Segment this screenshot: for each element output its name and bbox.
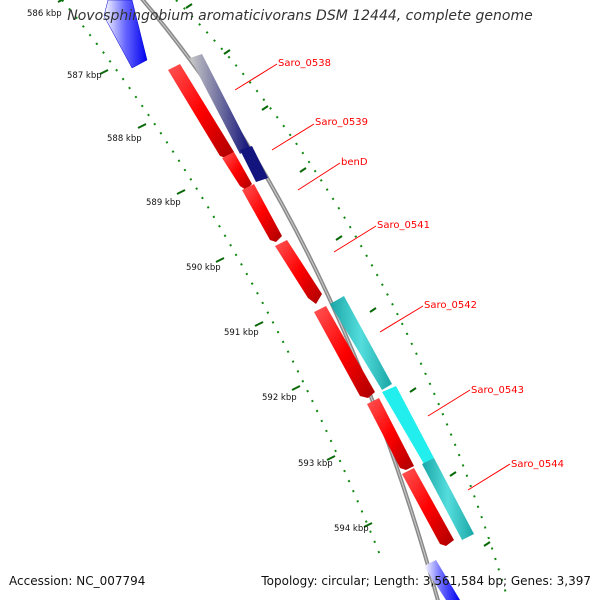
gene-feature[interactable] [190, 54, 250, 154]
leader-line [234, 63, 278, 91]
genome-title: Novosphingobium aromaticivorans DSM 1244… [67, 8, 533, 24]
gene-leader-lines [234, 63, 511, 491]
outer-major-tick [261, 105, 269, 111]
accession-label: Accession: NC_007794 [9, 574, 146, 588]
scale-label: 589 kbp [146, 198, 181, 208]
outer-major-tick [409, 387, 417, 393]
outer-major-tick [483, 541, 491, 547]
leader-line [271, 123, 315, 151]
gene-feature[interactable] [314, 306, 375, 398]
gene-feature[interactable] [275, 240, 322, 304]
major-tick [57, 0, 65, 3]
leader-line [333, 225, 377, 253]
gene-label-saro-0542[interactable]: Saro_0542 [424, 300, 477, 311]
leader-line [427, 389, 471, 417]
outer-tick-track [175, 0, 509, 601]
gene-feature[interactable] [402, 468, 454, 546]
scale-label: 590 kbp [186, 263, 221, 273]
scale-label: 594 kbp [334, 524, 369, 534]
gene-label-saro-0544[interactable]: Saro_0544 [511, 459, 564, 470]
genome-backbone-highlight [142, 0, 440, 604]
gene-feature[interactable] [222, 152, 252, 190]
outer-major-tick [449, 471, 457, 477]
gene-feature[interactable] [168, 64, 234, 158]
outer-major-tick [223, 49, 231, 55]
major-tick [137, 123, 147, 129]
gene-feature[interactable] [240, 146, 268, 182]
major-tick [99, 69, 109, 75]
gene-label-saro-0541[interactable]: Saro_0541 [377, 220, 430, 231]
major-tick [363, 522, 373, 528]
outer-major-tick [299, 167, 307, 173]
scale-label: 591 kbp [224, 328, 259, 338]
gene-feature[interactable] [424, 560, 460, 600]
major-ticks [57, 0, 491, 547]
leader-line [467, 463, 511, 491]
scale-label: 586 kbp [27, 9, 62, 19]
gene-label-saro-0539[interactable]: Saro_0539 [315, 117, 368, 128]
scale-label: 592 kbp [262, 393, 297, 403]
inner-tick-track [61, 0, 383, 561]
gene-features [103, 0, 474, 600]
major-tick [215, 257, 225, 263]
gene-label-bend[interactable]: benD [341, 157, 368, 168]
gene-feature[interactable] [367, 398, 414, 470]
leader-line [379, 305, 424, 333]
scale-label: 593 kbp [298, 459, 333, 469]
outer-major-tick [185, 3, 193, 9]
major-tick [326, 455, 336, 461]
scale-labels: 586 kbp 587 kbp 588 kbp 589 kbp 590 kbp … [27, 9, 369, 534]
gene-label-saro-0538[interactable]: Saro_0538 [278, 58, 331, 69]
gene-feature[interactable] [330, 296, 392, 390]
major-tick [254, 321, 264, 327]
outer-major-tick [369, 307, 377, 313]
gene-feature[interactable] [103, 0, 148, 69]
gene-feature[interactable] [242, 184, 282, 242]
major-tick [291, 385, 301, 391]
scale-label: 588 kbp [107, 134, 142, 144]
gene-feature[interactable] [382, 386, 434, 464]
gene-label-saro-0543[interactable]: Saro_0543 [471, 385, 524, 396]
genome-summary: Topology: circular; Length: 3,561,584 bp… [261, 574, 591, 588]
leader-line [297, 162, 341, 191]
outer-major-tick [335, 235, 343, 241]
major-tick [176, 189, 186, 195]
gene-labels: Saro_0538 Saro_0539 benD Saro_0541 Saro_… [278, 58, 564, 470]
gene-feature[interactable] [422, 458, 474, 540]
scale-label: 587 kbp [67, 71, 102, 81]
